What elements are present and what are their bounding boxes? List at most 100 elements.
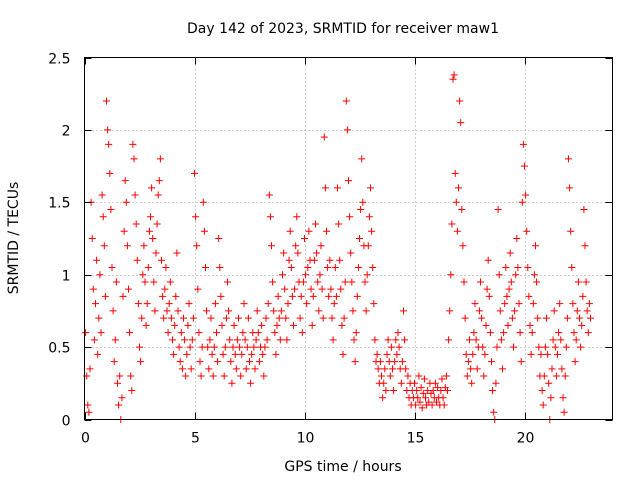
data-point [417,384,425,392]
data-point [384,336,392,344]
data-point [206,336,214,344]
data-point [236,343,244,351]
data-point [312,220,319,228]
data-point [559,394,567,402]
data-point [329,336,337,344]
data-point [510,343,517,351]
data-point [207,314,215,322]
data-point [346,213,354,221]
data-point [391,358,399,366]
data-point [150,278,158,286]
data-point [505,285,513,293]
data-point [173,249,181,257]
data-point [473,365,481,373]
data-point [395,343,403,351]
data-point [176,358,184,366]
data-point [386,372,394,380]
data-point [533,278,541,286]
data-point [537,350,545,358]
data-point [439,394,447,402]
data-point [370,300,378,308]
data-point [167,314,175,322]
data-point [290,321,297,329]
data-point [301,235,308,242]
plot-frame [84,57,613,420]
data-point [216,263,224,271]
data-point [220,372,228,380]
data-point [529,300,537,308]
data-point [128,387,136,395]
data-point [525,292,533,300]
data-point [437,387,445,395]
data-point [148,184,156,192]
data-point [182,372,190,380]
data-point [581,242,589,250]
data-point [567,227,575,235]
data-point [530,271,538,279]
data-point [415,372,423,380]
data-point [229,343,237,351]
data-point [165,300,173,308]
y-tick-label: 1 [62,269,71,285]
data-point [235,314,242,322]
data-point [97,329,105,337]
data-point [156,155,164,163]
data-point [134,300,142,308]
data-point [205,365,213,373]
data-point [195,329,203,337]
data-point [210,343,218,351]
data-point [453,227,461,235]
data-point [392,336,400,344]
data-point [265,191,273,199]
data-point [463,372,471,380]
data-point [85,408,93,416]
data-point [310,256,318,264]
data-point [478,314,486,322]
data-point [89,285,97,293]
data-point [215,235,223,242]
data-point [218,321,226,329]
data-point [159,292,167,300]
data-point [484,256,492,264]
data-point [170,350,178,358]
data-point [254,329,262,337]
data-point [142,321,150,329]
data-point [214,358,222,366]
data-point [527,350,535,358]
data-point [328,314,336,322]
data-point [571,358,579,366]
data-point [283,336,291,344]
data-point [414,394,422,402]
data-point [326,256,334,264]
data-point [330,300,338,308]
data-point [521,162,528,170]
data-point [472,336,480,344]
data-point [349,307,357,315]
data-point [544,350,552,358]
data-point [208,350,216,358]
data-point [481,350,489,358]
data-point [140,242,148,250]
data-point [147,213,154,221]
data-point [500,329,508,337]
data-point [343,126,351,134]
data-point [319,314,327,322]
data-point [263,336,271,344]
data-point [362,307,370,315]
data-point [479,343,487,351]
data-point [331,263,339,271]
data-point [111,336,119,344]
data-point [466,336,473,344]
data-point [560,408,568,416]
data-point [152,249,160,257]
data-point [120,227,128,235]
data-point [551,343,559,351]
data-point [246,358,253,366]
data-point [225,307,233,315]
data-point [166,278,174,286]
data-point [174,307,182,315]
data-point [226,336,234,344]
data-point [204,343,212,351]
data-point [252,336,260,344]
